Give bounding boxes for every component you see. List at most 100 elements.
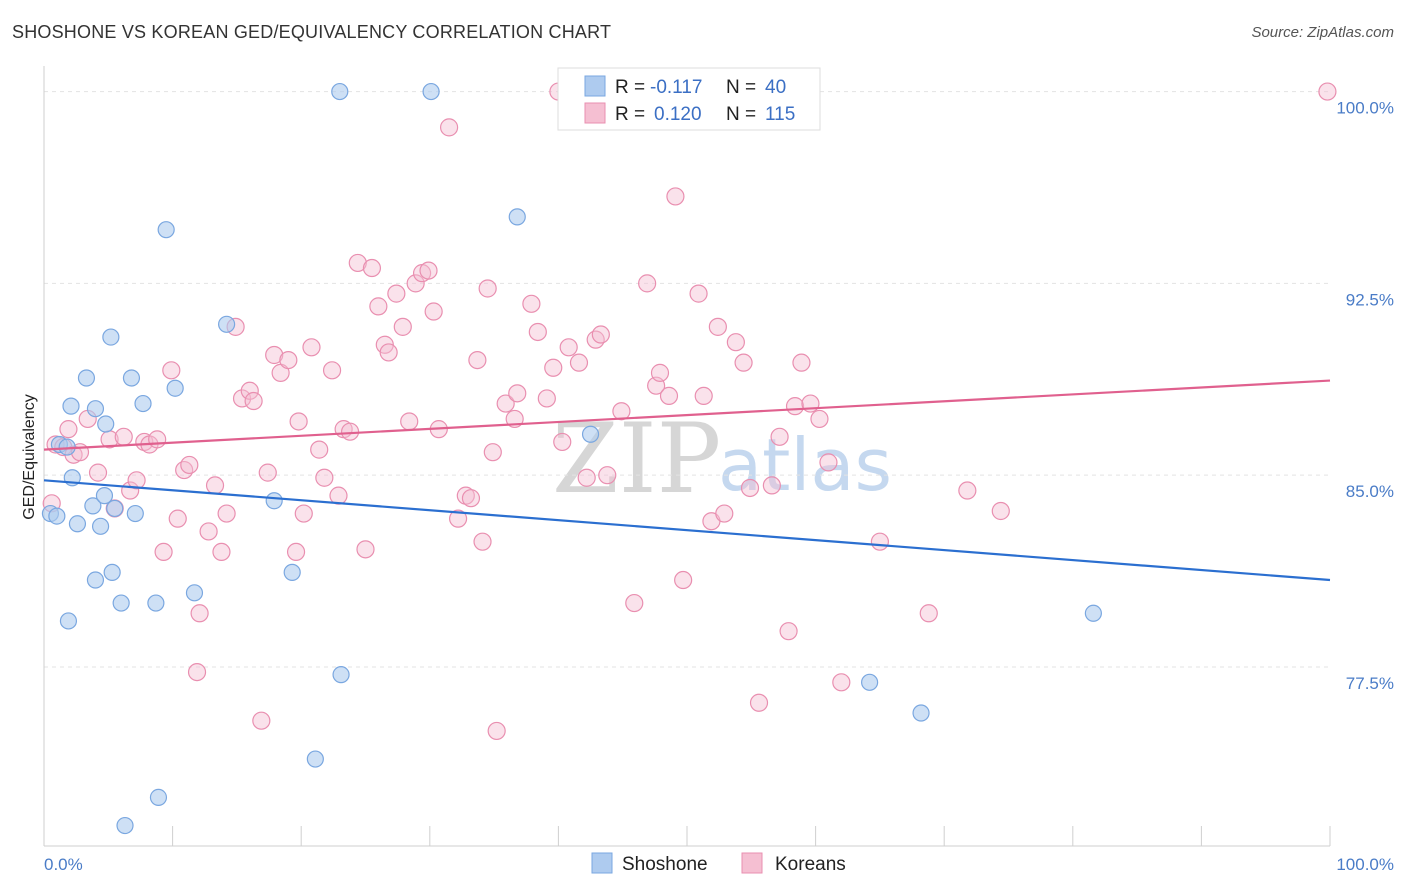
- trendline-shoshone: [43, 479, 1331, 582]
- point-shoshone-22: [112, 594, 130, 612]
- point-shoshone-13: [84, 497, 102, 515]
- bottom-legend-label-koreans: Koreans: [775, 854, 846, 875]
- point-koreans-102: [779, 622, 798, 641]
- point-shoshone-24: [185, 584, 204, 602]
- point-koreans-110: [919, 604, 938, 623]
- point-koreans-99: [749, 693, 769, 712]
- point-shoshone-33: [332, 666, 350, 684]
- series-legend: Shoshone Koreans: [591, 852, 846, 875]
- y-tick-label-3: 100.0%: [1336, 99, 1394, 118]
- point-shoshone-11: [166, 379, 184, 397]
- point-koreans-109: [870, 532, 890, 551]
- point-koreans-25: [212, 542, 231, 562]
- y-tick-label-0: 77.5%: [1346, 674, 1394, 693]
- point-shoshone-14: [95, 487, 114, 505]
- point-koreans-33: [265, 345, 284, 365]
- point-shoshone-27: [265, 492, 283, 510]
- point-koreans-23: [199, 522, 218, 541]
- stats-legend: R = -0.117 N = 40 R = 0.120 N = 115: [557, 67, 821, 131]
- point-koreans-69: [496, 394, 515, 413]
- point-shoshone-9: [134, 394, 152, 413]
- point-koreans-92: [694, 386, 713, 406]
- point-shoshone-7: [102, 328, 120, 346]
- point-koreans-68: [487, 721, 506, 741]
- point-koreans-32: [258, 463, 277, 482]
- point-koreans-101: [770, 427, 789, 446]
- point-shoshone-15: [106, 499, 124, 518]
- point-shoshone-23: [147, 594, 165, 612]
- point-koreans-53: [393, 317, 412, 336]
- legend-n-value-koreans: 115: [765, 104, 795, 125]
- point-koreans-19: [175, 460, 194, 480]
- point-koreans-16: [154, 542, 173, 562]
- point-koreans-46: [348, 253, 367, 273]
- point-koreans-15: [148, 430, 167, 449]
- point-shoshone-5: [86, 400, 105, 418]
- point-shoshone-16: [126, 504, 144, 523]
- point-koreans-95: [715, 504, 734, 523]
- point-koreans-52: [387, 284, 406, 303]
- point-koreans-65: [473, 532, 492, 551]
- legend-r-label-shoshone: R =: [615, 77, 645, 98]
- point-koreans-38: [294, 504, 313, 523]
- point-koreans-111: [958, 481, 977, 500]
- point-koreans-35: [279, 350, 298, 370]
- point-koreans-26: [217, 504, 236, 523]
- point-shoshone-18: [68, 515, 87, 533]
- point-koreans-96: [726, 333, 745, 352]
- point-koreans-18: [168, 509, 187, 528]
- series-shoshone-points: [41, 82, 1102, 835]
- bottom-legend-swatch-shoshone: [591, 852, 613, 874]
- point-koreans-112: [991, 501, 1010, 521]
- point-koreans-77: [559, 338, 578, 357]
- point-koreans-82: [598, 466, 617, 485]
- point-koreans-58: [424, 302, 443, 321]
- watermark: ZIP atlas: [552, 403, 892, 515]
- point-shoshone-35: [149, 788, 168, 807]
- point-shoshone-37: [861, 673, 879, 691]
- point-koreans-63: [461, 489, 481, 508]
- point-koreans-88: [659, 386, 679, 406]
- point-koreans-83: [612, 402, 631, 421]
- point-koreans-84: [625, 593, 644, 613]
- point-koreans-62: [456, 486, 475, 505]
- point-koreans-12: [127, 471, 146, 490]
- point-koreans-103: [785, 397, 805, 416]
- point-koreans-66: [478, 279, 497, 298]
- point-koreans-55: [406, 274, 425, 293]
- point-koreans-48: [362, 258, 382, 278]
- point-koreans-75: [544, 358, 563, 377]
- legend-n-label-shoshone: N =: [726, 77, 756, 98]
- point-koreans-85: [638, 274, 657, 293]
- point-shoshone-34: [306, 750, 324, 768]
- point-koreans-97: [734, 353, 753, 372]
- series-koreans-points: [42, 82, 1337, 741]
- point-shoshone-2: [62, 397, 80, 415]
- point-koreans-94: [708, 317, 727, 336]
- point-koreans-71: [508, 384, 527, 403]
- point-koreans-98: [740, 478, 760, 498]
- legend-r-label-koreans: R =: [615, 104, 645, 125]
- legend-n-label-koreans: N =: [726, 104, 756, 125]
- y-tick-label-2: 92.5%: [1346, 290, 1394, 309]
- point-shoshone-8: [122, 369, 141, 387]
- point-koreans-21: [190, 604, 209, 623]
- point-koreans-37: [289, 412, 308, 431]
- point-koreans-51: [379, 343, 398, 362]
- legend-swatch-koreans: [584, 102, 606, 124]
- legend-n-value-shoshone: 40: [765, 77, 786, 98]
- point-shoshone-17: [48, 507, 66, 525]
- point-shoshone-29: [331, 82, 349, 101]
- x-tick-label-min: 0.0%: [44, 855, 83, 874]
- point-koreans-106: [810, 409, 829, 429]
- point-koreans-36: [286, 542, 306, 562]
- legend-swatch-shoshone: [584, 75, 606, 97]
- point-koreans-108: [832, 673, 851, 692]
- trendline-koreans: [43, 379, 1331, 451]
- point-koreans-47: [356, 540, 375, 559]
- point-shoshone-10: [157, 221, 175, 239]
- point-shoshone-6: [97, 415, 115, 433]
- point-shoshone-4: [77, 369, 96, 387]
- point-koreans-114: [1318, 82, 1337, 101]
- bottom-legend-swatch-koreans: [741, 852, 763, 874]
